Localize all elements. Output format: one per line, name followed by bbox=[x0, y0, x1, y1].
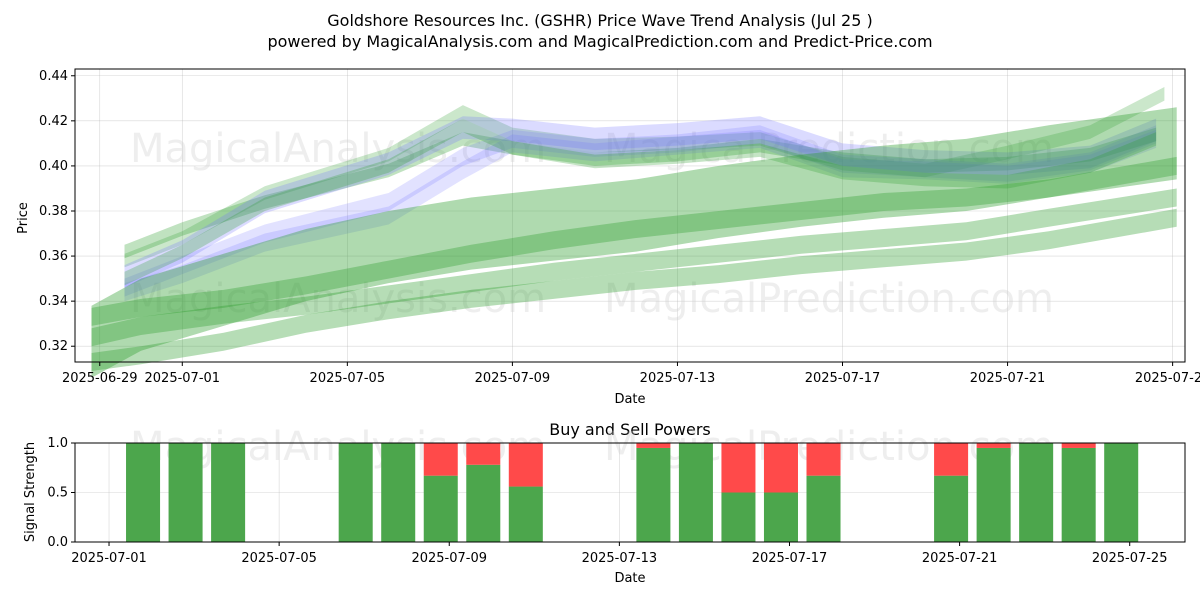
buy-bar bbox=[806, 475, 841, 542]
buy-bar bbox=[381, 443, 416, 542]
price-x-tick-label: 2025-07-17 bbox=[805, 371, 881, 386]
price-band-blue-wave-2 bbox=[124, 125, 1157, 297]
price-grid bbox=[75, 69, 1185, 362]
buy-bar bbox=[126, 443, 161, 542]
buy-bar bbox=[678, 443, 713, 542]
price-x-tick-label: 2025-07-01 bbox=[145, 371, 221, 386]
buy-bar bbox=[508, 486, 543, 542]
price-x-tick-label: 2025-07-13 bbox=[640, 371, 716, 386]
buy-bar bbox=[466, 464, 501, 542]
sell-bar bbox=[423, 443, 458, 476]
buy-bar bbox=[976, 447, 1011, 542]
signal-bars bbox=[126, 443, 1139, 542]
watermark-prediction-2: MagicalPrediction.com bbox=[604, 276, 1054, 322]
buy-bar bbox=[1019, 443, 1054, 542]
buy-bar bbox=[636, 447, 671, 542]
price-x-tick-label: 2025-07-05 bbox=[310, 371, 386, 386]
sell-bar bbox=[934, 443, 969, 476]
price-band-green-long-3 bbox=[91, 208, 1177, 371]
sell-bar bbox=[976, 443, 1011, 448]
sell-bar bbox=[1061, 443, 1096, 448]
signal-x-label: Date bbox=[614, 571, 645, 586]
signal-chart-title: Buy and Sell Powers bbox=[549, 420, 711, 439]
price-y-tick-label: 0.34 bbox=[39, 294, 68, 309]
sell-bar bbox=[806, 443, 841, 476]
signal-chart: Buy and Sell Powers MagicalAnalysis.com … bbox=[23, 420, 1186, 586]
sell-bar bbox=[636, 443, 671, 448]
watermark-analysis-2: MagicalAnalysis.com bbox=[130, 276, 546, 322]
buy-bar bbox=[721, 492, 756, 542]
chart-title-line2: powered by MagicalAnalysis.com and Magic… bbox=[267, 32, 932, 51]
chart-title-line1: Goldshore Resources Inc. (GSHR) Price Wa… bbox=[327, 11, 872, 30]
price-y-tick-label: 0.40 bbox=[39, 159, 68, 174]
signal-x-ticks: 2025-07-01 2025-07-05 2025-07-09 2025-07-13… bbox=[71, 542, 1167, 566]
signal-x-tick-label: 2025-07-21 bbox=[922, 551, 998, 566]
price-x-tick-label: 2025-07-25 bbox=[1135, 371, 1200, 386]
sell-bar bbox=[508, 443, 543, 487]
price-y-label: Price bbox=[16, 202, 31, 234]
signal-y-tick-label: 1.0 bbox=[47, 436, 68, 451]
price-x-ticks: 2025-06-29 2025-07-01 2025-07-05 2025-07-09… bbox=[62, 362, 1200, 386]
price-band-blue-wave-3 bbox=[124, 129, 1157, 302]
sell-bar bbox=[763, 443, 798, 493]
watermark-analysis: MagicalAnalysis.com bbox=[130, 126, 546, 172]
sell-bar bbox=[721, 443, 756, 493]
price-band-green-wave-1 bbox=[124, 127, 1157, 259]
price-x-label: Date bbox=[614, 392, 645, 407]
price-x-tick-label: 2025-06-29 bbox=[62, 371, 138, 386]
price-y-tick-label: 0.32 bbox=[39, 339, 68, 354]
price-series bbox=[91, 87, 1177, 378]
price-band-green-wave-2 bbox=[124, 87, 1165, 268]
price-x-tick-label: 2025-07-09 bbox=[475, 371, 551, 386]
buy-bar bbox=[423, 475, 458, 542]
price-plot-frame bbox=[75, 69, 1185, 362]
price-y-tick-label: 0.42 bbox=[39, 114, 68, 129]
signal-x-tick-label: 2025-07-25 bbox=[1092, 551, 1168, 566]
buy-bar bbox=[211, 443, 246, 542]
signal-x-tick-label: 2025-07-05 bbox=[241, 551, 317, 566]
price-y-tick-label: 0.44 bbox=[39, 69, 68, 84]
price-band-green-long-2 bbox=[91, 188, 1177, 347]
price-y-tick-label: 0.38 bbox=[39, 204, 68, 219]
price-plot-border bbox=[74, 68, 1186, 363]
buy-bar bbox=[934, 475, 969, 542]
price-chart: MagicalAnalysis.com MagicalPrediction.co… bbox=[16, 68, 1200, 407]
buy-bar bbox=[338, 443, 373, 542]
buy-bar bbox=[1104, 443, 1139, 542]
signal-x-tick-label: 2025-07-13 bbox=[582, 551, 658, 566]
signal-x-tick-label: 2025-07-09 bbox=[411, 551, 487, 566]
price-y-tick-label: 0.36 bbox=[39, 249, 68, 264]
sell-bar bbox=[466, 443, 501, 465]
price-y-ticks: 0.32 0.34 0.36 0.38 0.40 0.42 0.44 bbox=[39, 69, 75, 354]
buy-bar bbox=[1061, 447, 1096, 542]
signal-y-tick-label: 0.5 bbox=[47, 486, 68, 501]
signal-y-tick-label: 0.0 bbox=[47, 535, 68, 550]
buy-bar bbox=[168, 443, 203, 542]
buy-bar bbox=[763, 492, 798, 542]
signal-y-ticks: 0.0 0.5 1.0 bbox=[47, 436, 75, 550]
signal-y-label: Signal Strength bbox=[23, 442, 38, 542]
signal-x-tick-label: 2025-07-01 bbox=[71, 551, 147, 566]
price-band-green-wide-band bbox=[91, 107, 1177, 378]
price-x-tick-label: 2025-07-21 bbox=[970, 371, 1046, 386]
price-band-green-long-1 bbox=[91, 156, 1177, 326]
signal-x-tick-label: 2025-07-17 bbox=[752, 551, 828, 566]
watermark-prediction: MagicalPrediction.com bbox=[604, 126, 1054, 172]
price-watermarks: MagicalAnalysis.com MagicalPrediction.co… bbox=[130, 126, 1054, 322]
price-band-blue-wave-1 bbox=[124, 116, 1157, 288]
